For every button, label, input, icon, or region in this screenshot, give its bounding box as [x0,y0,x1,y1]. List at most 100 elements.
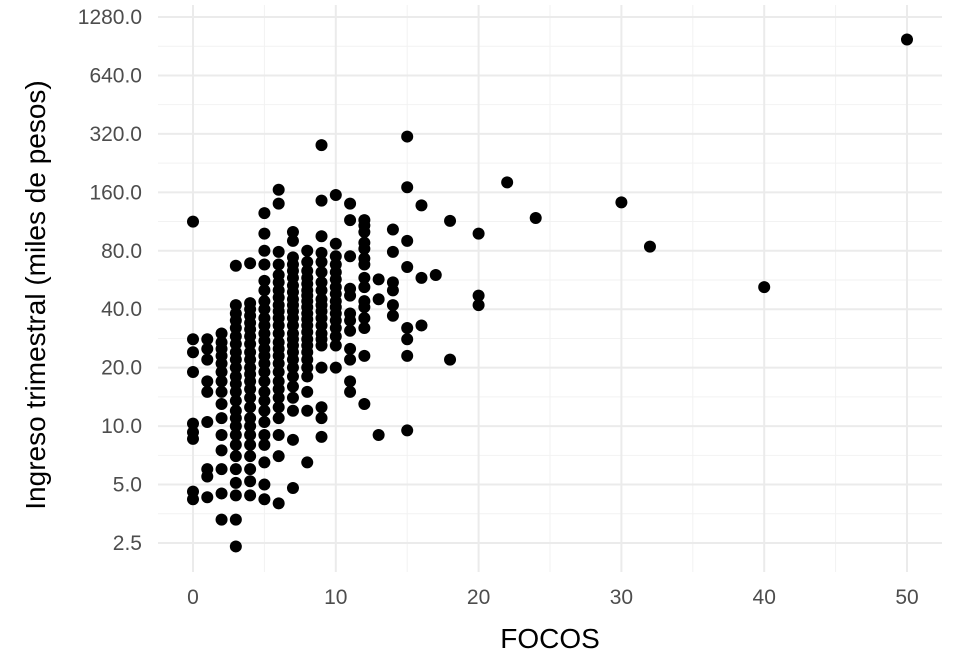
scatter-point [344,282,357,295]
x-tick-label: 20 [467,586,490,609]
scatter-point [229,259,242,272]
scatter-point [344,307,357,320]
y-tick-label: 5.0 [113,474,142,497]
scatter-point [258,456,271,469]
scatter-point [187,417,199,430]
scatter-point [258,385,271,398]
scatter-point [386,223,399,236]
scatter-point [315,230,328,243]
scatter-point [401,322,414,335]
x-tick-label: 0 [187,586,199,609]
scatter-point [444,353,457,366]
scatter-point [415,199,428,212]
scatter-point [401,181,414,194]
scatter-point [358,349,371,362]
scatter-point [258,478,271,491]
scatter-point [329,250,342,263]
scatter-point [358,312,371,325]
scatter-point [329,237,342,250]
scatter-point [201,342,214,355]
scatter-point [372,428,385,441]
y-axis-title: Ingreso trimestral (miles de pesos) [20,80,51,509]
scatter-point [344,385,357,398]
scatter-point [301,264,314,277]
scatter-point [286,225,299,238]
scatter-point [286,380,299,393]
scatter-point [215,428,228,441]
scatter-point [187,215,199,228]
scatter-point [229,476,242,489]
scatter-point [215,397,228,410]
scatter-point [301,385,314,398]
scatter-point [258,244,271,257]
scatter-point [244,475,257,488]
scatter-point [401,260,414,273]
y-tick-label: 20.0 [101,357,142,380]
scatter-point [429,269,442,282]
scatter-point [272,197,285,210]
scatter-point [229,450,242,463]
y-tick-label: 1280.0 [78,6,142,29]
scatter-point [286,234,299,247]
scatter-point [315,266,328,279]
scatter-point [472,299,485,312]
scatter-point [201,491,214,504]
scatter-point [344,342,357,355]
scatter-point [301,244,314,257]
scatter-point [244,412,257,425]
scatter-point [286,391,299,404]
scatter-point [315,293,328,306]
scatter-point [401,234,414,247]
scatter-point [258,258,271,271]
scatter-point [301,456,314,469]
scatter-point [272,245,285,258]
scatter-point [229,540,242,553]
scatter-point [358,295,371,308]
scatter-point [187,426,199,439]
scatter-point [201,385,214,398]
scatter-point [244,450,257,463]
scatter-point [215,444,228,457]
scatter-point [187,333,199,346]
scatter-point [272,428,285,441]
scatter-point [529,212,542,225]
scatter-point [401,349,414,362]
scatter-point [344,214,357,227]
scatter-point [329,330,342,343]
scatter-point [258,312,271,325]
scatter-point [358,214,371,227]
scatter-point [401,333,414,346]
scatter-point [372,273,385,286]
scatter-point [472,227,485,240]
scatter-point [401,424,414,437]
scatter-point [258,274,271,287]
scatter-point [501,176,514,189]
scatter-point [258,404,271,417]
scatter-point [258,295,271,308]
scatter-point [358,322,371,335]
scatter-point [229,370,242,383]
y-tick-label: 80.0 [101,240,142,263]
scatter-point [258,415,271,428]
scatter-point [329,189,342,202]
scatter-point [215,513,228,526]
scatter-point [344,353,357,366]
scatter-point [272,375,285,388]
scatter-point [272,365,285,378]
scatter-point [386,309,399,322]
scatter-point [272,497,285,510]
scatter-point [229,428,242,441]
scatter-point [358,397,371,410]
scatter-point [215,487,228,500]
scatter-point [229,307,242,320]
scatter-point [272,336,285,349]
scatter-point [244,463,257,476]
scatter-point [201,463,214,476]
scatter-point [258,207,271,220]
scatter-point [615,196,628,209]
scatter-point [187,346,199,359]
x-tick-label: 10 [324,586,347,609]
scatter-point [358,236,371,249]
scatter-point [301,404,314,417]
